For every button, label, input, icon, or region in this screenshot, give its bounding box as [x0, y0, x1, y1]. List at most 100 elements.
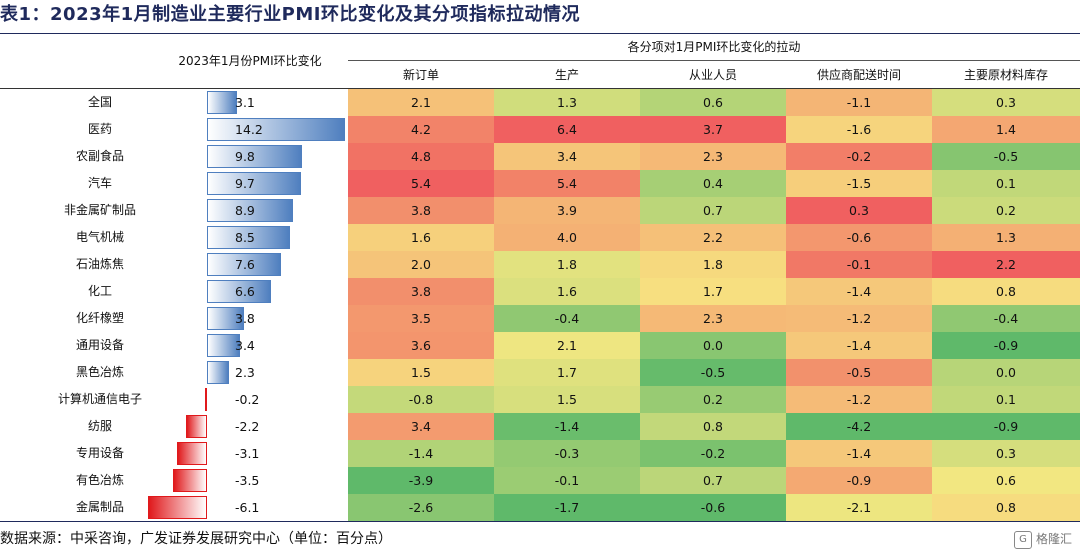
heatmap-cell: -1.2	[786, 386, 932, 413]
pmi-change-value: -6.1	[235, 500, 260, 515]
heatmap-cell: 3.7	[640, 116, 786, 143]
pmi-change-value: 3.4	[235, 338, 255, 353]
heatmap-cell: 1.8	[640, 251, 786, 278]
heatmap-cell: 2.1	[494, 332, 640, 359]
heatmap-cell: 4.2	[348, 116, 494, 143]
pmi-change-value: 9.8	[235, 149, 255, 164]
heatmap-cell: 0.6	[640, 89, 786, 116]
heatmap-cell: 5.4	[348, 170, 494, 197]
pmi-change-bar	[207, 226, 290, 249]
heatmap-cell: 0.0	[932, 359, 1080, 386]
heatmap-cell: -0.4	[494, 305, 640, 332]
industry-label: 有色冶炼	[75, 473, 124, 487]
pmi-change-bar	[207, 307, 244, 330]
industry-label: 金属制品	[75, 500, 124, 514]
heatmap-cell: -0.5	[932, 143, 1080, 170]
heatmap-cell: 0.2	[932, 197, 1080, 224]
heatmap-cell: 0.2	[640, 386, 786, 413]
pmi-change-bar	[172, 469, 207, 492]
industry-label: 农副食品	[75, 149, 124, 163]
heatmap-cell: 2.2	[640, 224, 786, 251]
heatmap-cell: 3.8	[348, 197, 494, 224]
heatmap-cell: -1.6	[786, 116, 932, 143]
pmi-change-bar	[207, 172, 302, 195]
pmi-change-value: -0.2	[235, 392, 260, 407]
contribution-group-header: 各分项对1月PMI环比变化的拉动	[627, 40, 801, 54]
heatmap-cell: -2.1	[786, 494, 932, 521]
heatmap-cell: -1.2	[786, 305, 932, 332]
heatmap-cell: -1.5	[786, 170, 932, 197]
heatmap-cell: 0.8	[932, 494, 1080, 521]
heatmap-cell: -0.3	[494, 440, 640, 467]
pmi-change-bar	[176, 442, 207, 465]
pmi-change-bar	[207, 361, 230, 384]
heatmap-cell: -1.7	[494, 494, 640, 521]
heatmap-cell: 1.6	[494, 278, 640, 305]
heatmap-cell: 1.3	[932, 224, 1080, 251]
heatmap-cell: 4.8	[348, 143, 494, 170]
heatmap-cell: -1.1	[786, 89, 932, 116]
heatmap-cell: 3.8	[348, 278, 494, 305]
industry-label: 汽车	[87, 176, 112, 190]
heatmap-cell: 2.3	[640, 305, 786, 332]
top-rule	[0, 33, 1080, 34]
industry-label: 全国	[87, 95, 112, 109]
industry-label: 通用设备	[75, 338, 124, 352]
heatmap-cell: 3.5	[348, 305, 494, 332]
column-header-production: 生产	[554, 68, 579, 82]
pmi-change-value: 8.9	[235, 203, 255, 218]
heatmap-cell: -3.9	[348, 467, 494, 494]
heatmap-cell: 0.3	[932, 89, 1080, 116]
industry-label: 石油炼焦	[75, 257, 124, 271]
pmi-change-bar	[207, 253, 281, 276]
group-header-underline	[348, 60, 1080, 61]
industry-label: 非金属矿制品	[63, 203, 136, 217]
heatmap-cell: 0.1	[932, 170, 1080, 197]
heatmap-cell: 3.4	[494, 143, 640, 170]
heatmap-cell: -0.6	[640, 494, 786, 521]
heatmap-cell: 3.9	[494, 197, 640, 224]
heatmap-cell: 3.6	[348, 332, 494, 359]
pmi-change-value: -2.2	[235, 419, 260, 434]
column-header-supplier-delivery: 供应商配送时间	[816, 68, 901, 82]
heatmap-cell: 0.3	[786, 197, 932, 224]
pmi-change-bar	[207, 145, 303, 168]
source-note: 数据来源：中采咨询，广发证券发展研究中心（单位：百分点）	[0, 531, 392, 547]
header-rule	[0, 88, 1080, 89]
heatmap-cell: 1.4	[932, 116, 1080, 143]
industry-label: 化纤橡塑	[75, 311, 124, 325]
heatmap-cell: 1.7	[640, 278, 786, 305]
heatmap-cell: 2.3	[640, 143, 786, 170]
pmi-change-value: 2.3	[235, 365, 255, 380]
industry-label: 纺服	[87, 419, 112, 433]
heatmap-cell: 2.0	[348, 251, 494, 278]
heatmap-cell: 0.8	[932, 278, 1080, 305]
industry-label: 医药	[87, 122, 112, 136]
heatmap-cell: -0.1	[786, 251, 932, 278]
pmi-change-value: 9.7	[235, 176, 255, 191]
heatmap-cell: 0.1	[932, 386, 1080, 413]
industry-label: 黑色冶炼	[75, 365, 124, 379]
pmi-change-value: 14.2	[235, 122, 263, 137]
heatmap-cell: 1.8	[494, 251, 640, 278]
watermark: G 格隆汇	[1013, 527, 1072, 551]
pmi-change-value: 8.5	[235, 230, 255, 245]
heatmap-cell: 0.0	[640, 332, 786, 359]
watermark-logo-icon: G	[1013, 530, 1032, 549]
table-title: 表1：2023年1月制造业主要行业PMI环比变化及其分项指标拉动情况	[0, 4, 580, 25]
watermark-text: 格隆汇	[1035, 532, 1072, 546]
heatmap-cell: -0.2	[640, 440, 786, 467]
heatmap-cell: 2.2	[932, 251, 1080, 278]
pmi-change-bar	[207, 280, 272, 303]
heatmap-cell: 4.0	[494, 224, 640, 251]
heatmap-cell: -0.9	[786, 467, 932, 494]
heatmap-cell: -0.1	[494, 467, 640, 494]
heatmap-cell: -1.4	[348, 440, 494, 467]
heatmap-cell: 1.5	[348, 359, 494, 386]
heatmap-cell: 1.3	[494, 89, 640, 116]
heatmap-cell: -0.6	[786, 224, 932, 251]
industry-label: 计算机通信电子	[57, 392, 142, 406]
bottom-rule	[0, 521, 1080, 522]
heatmap-cell: -1.4	[786, 332, 932, 359]
heatmap-cell: 1.6	[348, 224, 494, 251]
